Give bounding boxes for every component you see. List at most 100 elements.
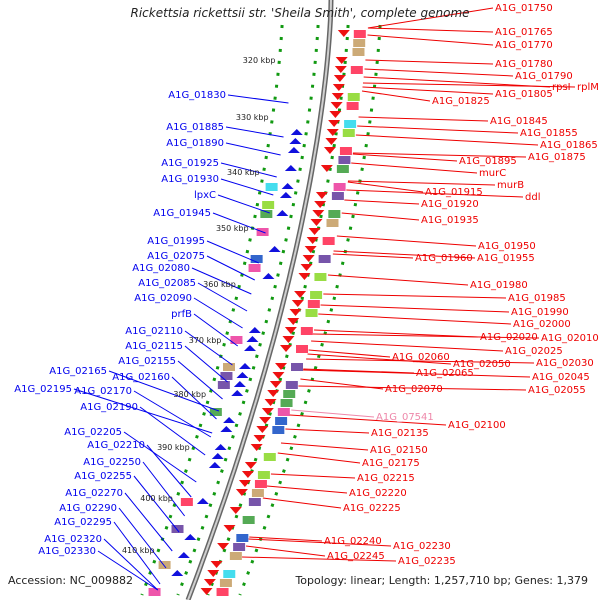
reverse-gene-arrow bbox=[264, 399, 277, 406]
backbone-highlight bbox=[187, 0, 332, 600]
right-leader-line bbox=[277, 452, 361, 464]
forward-gene-arrow bbox=[208, 462, 221, 468]
forward-gene-block bbox=[223, 363, 236, 371]
right-gene-label: murC bbox=[479, 168, 506, 179]
forward-gene-arrow bbox=[233, 381, 246, 387]
forward-gene-arrow bbox=[220, 426, 233, 432]
reverse-gene-arrow bbox=[256, 426, 269, 433]
reverse-gene-block bbox=[283, 390, 296, 398]
reverse-gene-arrow bbox=[203, 579, 216, 586]
left-gene-label: A1G_01945 bbox=[153, 208, 211, 219]
forward-gene-arrow bbox=[171, 570, 184, 576]
right-leader-line bbox=[327, 274, 469, 286]
right-leader-line bbox=[318, 313, 512, 325]
reverse-gene-block bbox=[216, 588, 229, 596]
left-leader-line bbox=[73, 388, 213, 434]
right-leader-line bbox=[358, 116, 489, 122]
right-leader-line bbox=[249, 536, 323, 542]
right-leader-line bbox=[308, 349, 391, 358]
right-leader-line bbox=[312, 333, 540, 339]
forward-gene-block bbox=[209, 408, 222, 416]
right-leader-line bbox=[355, 134, 539, 146]
gene-tracks bbox=[140, 24, 382, 596]
inner-right-dots bbox=[206, 24, 350, 596]
right-gene-label: A1G_01895 bbox=[459, 156, 517, 167]
reverse-gene-block bbox=[280, 399, 293, 407]
right-gene-label: A1G_02025 bbox=[505, 346, 563, 357]
left-leader-line bbox=[206, 240, 259, 264]
reverse-gene-block bbox=[257, 471, 270, 479]
right-leader-line bbox=[362, 86, 494, 95]
reverse-gene-arrow bbox=[269, 381, 282, 388]
map-title: Rickettsia rickettsii str. 'Sheila Smith… bbox=[130, 6, 470, 20]
right-gene-label: A1G_02100 bbox=[448, 420, 506, 431]
reverse-gene-block bbox=[223, 570, 236, 578]
reverse-gene-block bbox=[318, 255, 331, 263]
left-leader-line bbox=[193, 313, 239, 347]
right-gene-label: A1G_02175 bbox=[362, 458, 420, 469]
reverse-gene-arrow bbox=[328, 120, 341, 127]
left-gene-label: A1G_02115 bbox=[125, 341, 183, 352]
right-leader-line bbox=[270, 473, 356, 479]
forward-gene-arrow bbox=[211, 453, 224, 459]
reverse-gene-arrow bbox=[287, 318, 300, 325]
left-leader-line bbox=[133, 390, 212, 438]
reverse-gene-block bbox=[347, 93, 360, 101]
left-leader-line bbox=[113, 521, 161, 585]
left-leader-line bbox=[225, 142, 281, 156]
right-gene-label: rplM bbox=[577, 82, 599, 93]
left-leader-line bbox=[227, 94, 289, 104]
forward-gene-block bbox=[158, 561, 171, 569]
right-leader-line bbox=[307, 353, 452, 365]
reverse-gene-block bbox=[353, 30, 366, 38]
reverse-gene-arrow bbox=[259, 417, 272, 424]
outer-right-dots bbox=[238, 24, 382, 596]
reverse-gene-block bbox=[233, 543, 246, 551]
forward-gene-arrow bbox=[279, 192, 292, 198]
reverse-gene-arrow bbox=[294, 291, 307, 298]
left-gene-label: A1G_02080 bbox=[132, 263, 190, 274]
right-gene-label: A1G_02030 bbox=[536, 358, 594, 369]
right-leader-line bbox=[346, 189, 524, 198]
forward-gene-arrow bbox=[239, 363, 252, 369]
reverse-gene-block bbox=[307, 300, 320, 308]
reverse-gene-arrow bbox=[314, 201, 327, 208]
reverse-gene-arrow bbox=[335, 57, 348, 64]
forward-gene-block bbox=[220, 372, 233, 380]
left-gene-label: A1G_02270 bbox=[65, 488, 123, 499]
left-leader-line bbox=[197, 282, 248, 312]
right-leader-line bbox=[280, 442, 369, 451]
forward-gene-arrow bbox=[184, 534, 197, 540]
left-gene-label: A1G_02110 bbox=[125, 326, 183, 337]
left-leader-line bbox=[220, 162, 277, 178]
left-gene-label: A1G_02090 bbox=[134, 293, 192, 304]
reverse-gene-arrow bbox=[241, 471, 254, 478]
reverse-gene-arrow bbox=[302, 255, 315, 262]
right-leader-line bbox=[367, 7, 494, 29]
reverse-gene-block bbox=[263, 453, 276, 461]
scale-tick-label: 400 kbp bbox=[140, 494, 173, 503]
reverse-gene-block bbox=[229, 552, 242, 560]
reverse-gene-arrow bbox=[238, 480, 251, 487]
reverse-gene-block bbox=[322, 237, 335, 245]
reverse-gene-arrow bbox=[280, 345, 293, 352]
reverse-gene-arrow bbox=[310, 219, 323, 226]
forward-gene-arrow bbox=[268, 246, 281, 252]
reverse-gene-block bbox=[352, 48, 365, 56]
left-leader-line bbox=[206, 255, 255, 281]
right-gene-label: A1G_01950 bbox=[478, 241, 536, 252]
right-leader-line bbox=[361, 90, 431, 102]
left-leader-line bbox=[217, 194, 270, 214]
forward-gene-arrow bbox=[262, 273, 275, 279]
reverse-gene-arrow bbox=[320, 165, 333, 172]
left-gene-label: A1G_01885 bbox=[166, 122, 224, 133]
right-leader-line bbox=[347, 181, 424, 193]
reverse-gene-arrow bbox=[250, 444, 263, 451]
right-leader-line bbox=[242, 556, 397, 562]
forward-gene-block bbox=[148, 588, 161, 596]
forward-gene-block bbox=[180, 498, 193, 506]
right-gene-label: A1G_01790 bbox=[515, 71, 573, 82]
forward-gene-arrow bbox=[246, 336, 259, 342]
accession-text: Accession: NC_009882 bbox=[8, 574, 134, 587]
